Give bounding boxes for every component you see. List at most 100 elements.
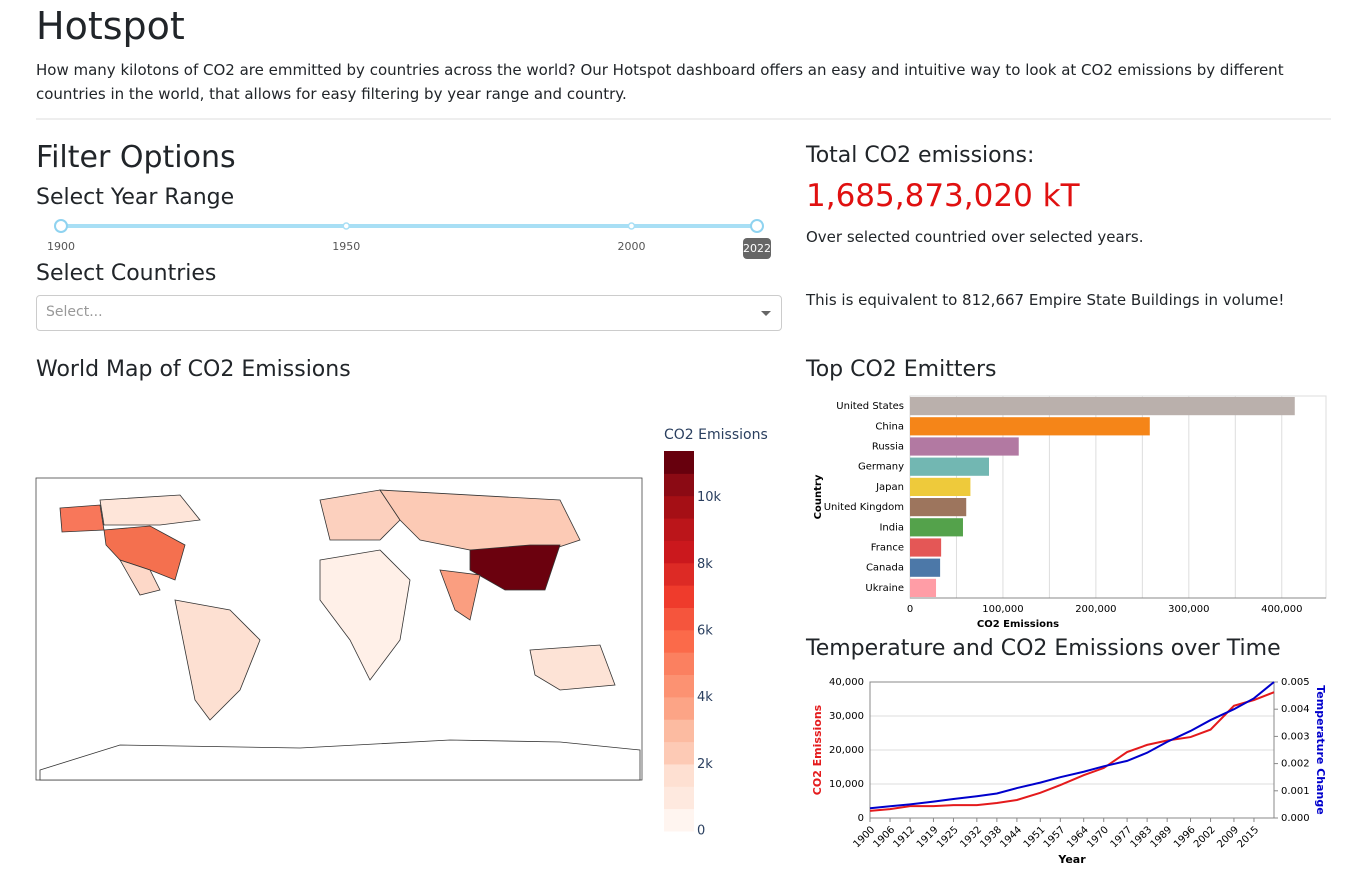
colorbar-band [664,607,694,631]
bar [910,578,937,597]
x-tick-label: 1970 [1085,824,1111,850]
x-tick-label: 1957 [1042,824,1068,850]
x-tick-label: 1996 [1172,824,1198,850]
y-tick-label: 0 [858,813,864,824]
y2-tick-label: 0.005 [1281,677,1310,688]
slider-mark-label: 1950 [332,240,360,253]
slider-mark [342,222,350,230]
colorbar-band [664,674,694,698]
colorbar-band [664,652,694,676]
colorbar-tick-label: 6k [697,624,713,639]
summary-title: Total CO2 emissions: [806,143,1035,168]
x-tick-label: 1900 [851,824,877,850]
bar [910,498,967,517]
x-tick-label: 1989 [1149,824,1175,850]
bar [910,558,941,577]
y2-axis-title: Temperature Change [1314,685,1327,814]
slider-tooltip [743,238,771,259]
x-tick-label: 1912 [892,824,918,850]
bar [910,457,989,476]
bar [910,437,1019,456]
colorbar-band [664,808,694,832]
colorbar-tick-label: 0 [697,824,705,839]
colorbar-band [664,629,694,653]
placeholder: Select... [46,304,103,320]
bar [910,397,1295,416]
y-tick-label: 20,000 [829,745,864,756]
slider-mark-label: 1900 [47,240,75,253]
x-tick-label: 2002 [1192,824,1218,850]
y-tick-label: Japan [875,482,904,493]
x-axis-title: CO2 Emissions [977,619,1059,630]
bar [910,538,942,557]
y-tick-label: Ukraine [865,583,904,594]
section-title: Top CO2 Emitters [806,357,997,382]
description: How many kilotons of CO2 are emmitted by… [36,61,1284,103]
section-title: Temperature and CO2 Emissions over Time [806,636,1281,661]
label: Select Year Range [36,185,235,210]
world-map [35,477,643,781]
x-tick-label: 0 [907,604,913,615]
colorbar-band [664,741,694,765]
bar [910,518,963,537]
y-axis-title: Country [813,474,824,519]
colorbar-band [664,540,694,564]
x-tick-label: 2009 [1215,824,1241,850]
colorbar-band [664,696,694,720]
x-tick-label: 1977 [1109,824,1135,850]
page-title: Hotspot [36,4,185,48]
x-tick-label: 1938 [978,824,1004,850]
y2-tick-label: 0.002 [1281,759,1310,770]
x-tick-label: 1951 [1022,824,1048,850]
colorbar-tick-label: 10k [697,490,722,505]
colorbar-band [664,518,694,541]
x-tick-label: 1925 [935,824,961,850]
colorbar-tick-label: 2k [697,757,713,772]
y-tick-label: 30,000 [829,711,864,722]
x-tick-label: 1964 [1065,824,1091,850]
colorbar-band [664,585,694,608]
line-series [869,691,1275,812]
y-tick-label: United States [836,401,904,412]
y-tick-label: Canada [866,563,904,574]
colorbar-tick-label: 4k [697,690,713,705]
label: Select Countries [36,261,217,286]
country-dropdown[interactable]: Select... [36,295,782,331]
plot-frame [869,681,1275,819]
x-axis-title: Year [1057,853,1086,866]
slider-tooltip-label: 2022 [743,242,771,255]
colorbar-band [664,719,694,743]
y2-tick-label: 0.003 [1281,731,1310,742]
section-title: World Map of CO2 Emissions [36,357,351,382]
x-tick-label: 1906 [871,824,897,850]
total-emissions: 1,685,873,020 kT [806,178,1080,214]
equivalence: This is equivalent to 812,667 Empire Sta… [806,291,1285,309]
slider-handle[interactable] [54,219,68,233]
y-tick-label: 10,000 [829,779,864,790]
x-tick-label: 1983 [1129,824,1155,850]
slider-mark-label: 2000 [617,240,645,253]
y2-tick-label: 0.000 [1281,813,1310,824]
y-axis-title: CO2 Emissions [811,704,824,795]
y-tick-label: Germany [858,462,904,473]
x-tick-label: 1944 [998,824,1024,850]
line-series [869,681,1275,810]
bar [910,477,971,496]
colorbar-tick-label: 8k [697,557,713,572]
y-tick-label: China [875,421,904,432]
x-tick-label: 100,000 [982,604,1023,615]
colorbar-band [664,763,694,787]
section-title: Filter Options [36,140,236,175]
summary-note: Over selected countried over selected ye… [806,228,1144,246]
colorbar-band [664,451,694,474]
y-tick-label: United Kingdom [824,502,904,513]
x-tick-label: 300,000 [1168,604,1209,615]
x-tick-label: 1932 [958,824,984,850]
slider-handle[interactable] [750,219,764,233]
x-tick-label: 200,000 [1075,604,1116,615]
colorbar-title: CO2 Emissions [664,427,768,443]
y-tick-label: 40,000 [829,677,864,688]
dropdown-arrow [761,311,771,321]
